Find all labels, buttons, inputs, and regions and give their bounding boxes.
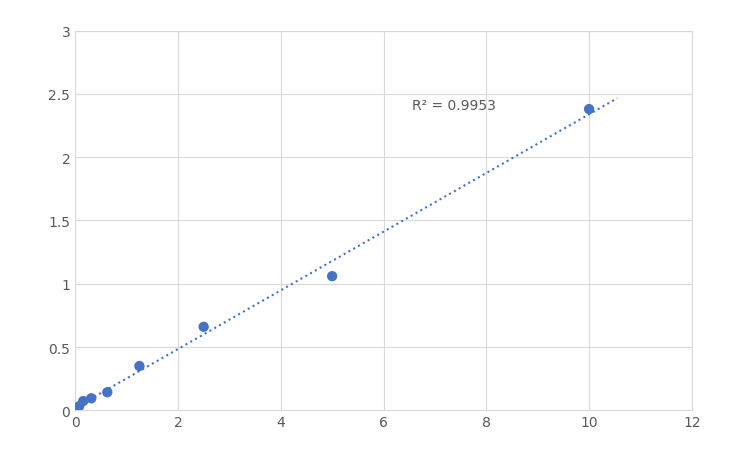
Point (326, 273, 338, 280)
Point (77, 398, 89, 405)
Point (73, 403, 85, 410)
Point (198, 323, 210, 331)
Point (85, 395, 97, 402)
Point (102, 389, 114, 396)
Point (133, 363, 145, 370)
Point (583, 106, 595, 114)
Text: R² = 0.9953: R² = 0.9953 (412, 98, 496, 112)
Point (69, 405, 81, 413)
